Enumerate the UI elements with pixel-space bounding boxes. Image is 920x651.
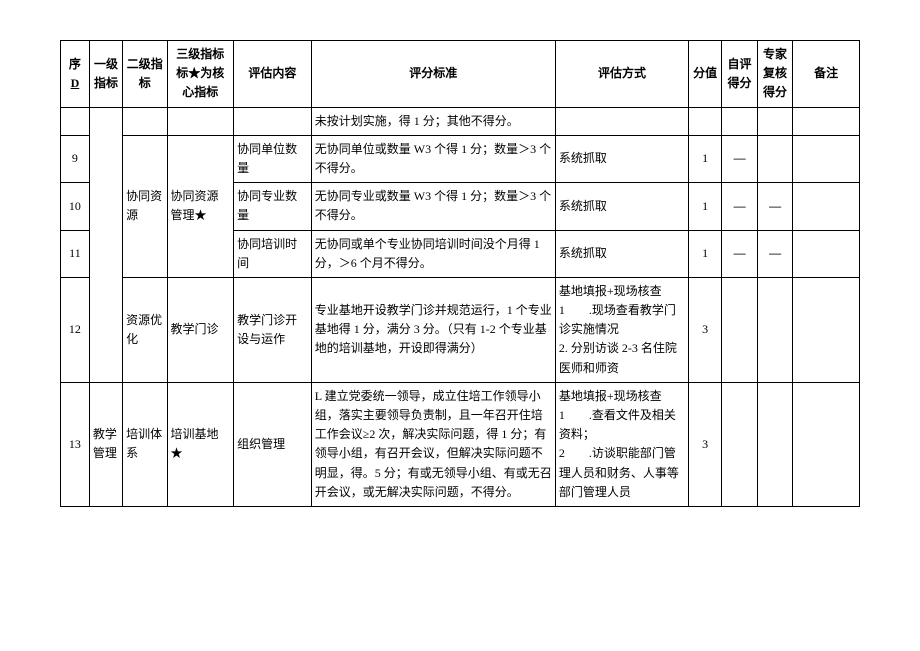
cell-self: —	[722, 230, 758, 277]
cell	[722, 107, 758, 135]
th-expert: 专家复核得分	[757, 41, 793, 108]
cell	[689, 107, 722, 135]
evaluation-table: 序D 一级指标 二级指标 三级指标标★为核心指标 评估内容 评分标准 评估方式 …	[60, 40, 860, 507]
cell-expert	[757, 382, 793, 506]
cell-method: 系统抓取	[555, 135, 688, 182]
cell	[757, 107, 793, 135]
cell-l2: 培训体系	[123, 382, 167, 506]
cell-self	[722, 277, 758, 382]
cell-seq: 11	[61, 230, 90, 277]
cell-l1: 教学管理	[89, 382, 122, 506]
cell-note	[793, 382, 860, 506]
cell-score: 1	[689, 230, 722, 277]
header-row: 序D 一级指标 二级指标 三级指标标★为核心指标 评估内容 评分标准 评估方式 …	[61, 41, 860, 108]
cell-l2: 协同资源	[123, 135, 167, 277]
th-content: 评估内容	[234, 41, 312, 108]
cell-standard: 无协同单位或数量 W3 个得 1 分；数量＞3 个不得分。	[311, 135, 555, 182]
cell-l3: 培训基地★	[167, 382, 234, 506]
cell-self: —	[722, 183, 758, 230]
cell-expert	[757, 135, 793, 182]
cell-self	[722, 382, 758, 506]
cell-l3: 教学门诊	[167, 277, 234, 382]
cell	[123, 107, 167, 135]
cell-score: 3	[689, 382, 722, 506]
cell-score: 3	[689, 277, 722, 382]
cell-content: 组织管理	[234, 382, 312, 506]
table-row: 12 资源优化 教学门诊 教学门诊开设与运作 专业基地开设教学门诊并规范运行，1…	[61, 277, 860, 382]
cell	[793, 107, 860, 135]
cell-method: 系统抓取	[555, 183, 688, 230]
cell	[167, 107, 234, 135]
th-l3: 三级指标标★为核心指标	[167, 41, 234, 108]
cell-standard: L 建立党委统一领导，成立住培工作领导小组，落实主要领导负责制，且一年召开住培工…	[311, 382, 555, 506]
table-row-truncated: 未按计划实施，得 1 分；其他不得分。	[61, 107, 860, 135]
cell-expert: —	[757, 230, 793, 277]
cell-content: 教学门诊开设与运作	[234, 277, 312, 382]
cell-standard: 无协同专业或数量 W3 个得 1 分；数量＞3 个不得分。	[311, 183, 555, 230]
cell-l1-group1	[89, 107, 122, 382]
cell-score: 1	[689, 135, 722, 182]
cell-standard: 无协同或单个专业协同培训时间没个月得 1 分，＞6 个月不得分。	[311, 230, 555, 277]
cell-note	[793, 135, 860, 182]
cell-seq: 12	[61, 277, 90, 382]
th-seq: 序D	[61, 41, 90, 108]
cell-score: 1	[689, 183, 722, 230]
cell-expert	[757, 277, 793, 382]
cell-method: 基地填报+现场核查 1 .查看文件及相关资料； 2 .访谈职能部门管理人员和财务…	[555, 382, 688, 506]
table-row: 13 教学管理 培训体系 培训基地★ 组织管理 L 建立党委统一领导，成立住培工…	[61, 382, 860, 506]
cell	[61, 107, 90, 135]
cell-content: 协同单位数量	[234, 135, 312, 182]
cell-self: —	[722, 135, 758, 182]
table-row: 9 协同资源 协同资源管理★ 协同单位数量 无协同单位或数量 W3 个得 1 分…	[61, 135, 860, 182]
cell-content: 协同培训时间	[234, 230, 312, 277]
cell-note	[793, 183, 860, 230]
th-self: 自评得分	[722, 41, 758, 108]
th-l1: 一级指标	[89, 41, 122, 108]
cell-content: 协同专业数量	[234, 183, 312, 230]
cell-method: 系统抓取	[555, 230, 688, 277]
cell	[555, 107, 688, 135]
cell-note	[793, 277, 860, 382]
cell-expert: —	[757, 183, 793, 230]
cell	[234, 107, 312, 135]
cell-standard: 专业基地开设教学门诊并规范运行，1 个专业基地得 1 分，满分 3 分。（只有 …	[311, 277, 555, 382]
cell-seq: 9	[61, 135, 90, 182]
cell-note	[793, 230, 860, 277]
cell-method: 基地填报+现场核查 1 .现场查看教学门诊实施情况 2. 分别访谈 2-3 名住…	[555, 277, 688, 382]
th-score: 分值	[689, 41, 722, 108]
th-standard: 评分标准	[311, 41, 555, 108]
cell-seq: 10	[61, 183, 90, 230]
th-method: 评估方式	[555, 41, 688, 108]
cell-standard: 未按计划实施，得 1 分；其他不得分。	[311, 107, 555, 135]
cell-seq: 13	[61, 382, 90, 506]
cell-l3: 协同资源管理★	[167, 135, 234, 277]
cell-l2: 资源优化	[123, 277, 167, 382]
th-note: 备注	[793, 41, 860, 108]
th-l2: 二级指标	[123, 41, 167, 108]
